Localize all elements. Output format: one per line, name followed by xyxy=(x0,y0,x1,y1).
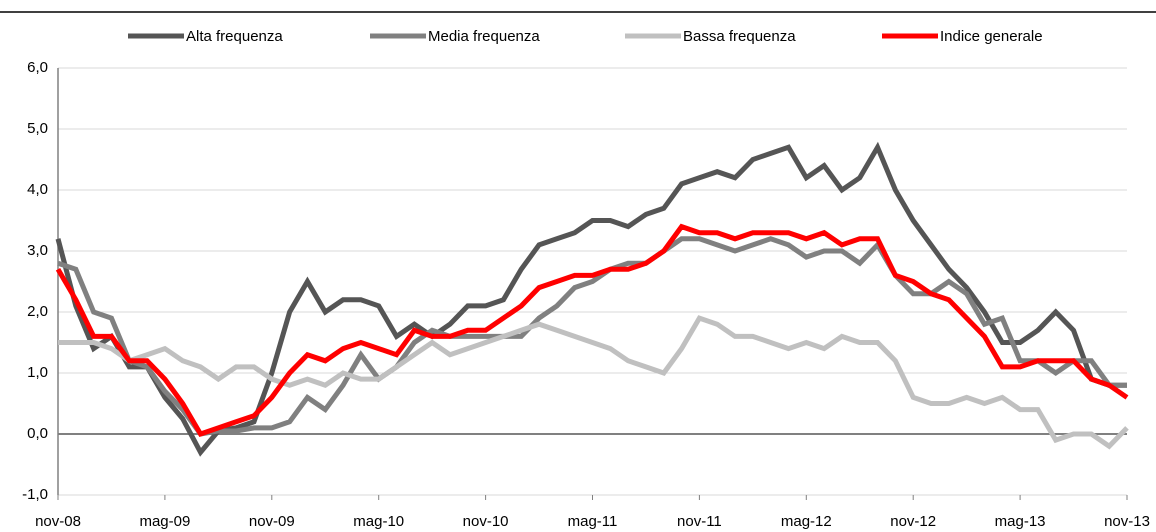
legend-label: Bassa frequenza xyxy=(683,28,796,45)
y-tick-label: 4,0 xyxy=(27,181,48,198)
x-tick-label: nov-09 xyxy=(249,513,295,530)
series-line xyxy=(58,315,1129,450)
x-tick-label: nov-13 xyxy=(1104,513,1150,530)
series-line xyxy=(55,141,1127,457)
y-tick-label: 2,0 xyxy=(27,303,48,320)
y-tick-label: 0,0 xyxy=(27,425,48,442)
series-line xyxy=(57,236,1127,437)
x-tick-label: nov-10 xyxy=(463,513,509,530)
x-tick-label: mag-09 xyxy=(139,513,190,530)
y-tick-label: 1,0 xyxy=(27,364,48,381)
x-tick-label: mag-11 xyxy=(568,513,618,530)
x-tick-label: mag-13 xyxy=(995,513,1046,530)
y-tick-label: -1,0 xyxy=(22,486,48,503)
x-tick-label: nov-08 xyxy=(35,513,81,530)
y-tick-label: 6,0 xyxy=(27,59,48,76)
x-tick-label: mag-10 xyxy=(353,513,404,530)
legend-label: Indice generale xyxy=(940,28,1043,45)
y-tick-label: 5,0 xyxy=(27,120,48,137)
x-tick-label: nov-11 xyxy=(677,513,722,530)
series-line xyxy=(55,223,1129,438)
legend-label: Alta frequenza xyxy=(186,28,283,45)
legend-label: Media frequenza xyxy=(428,28,540,45)
x-tick-label: mag-12 xyxy=(781,513,832,530)
x-tick-label: nov-12 xyxy=(890,513,936,530)
y-tick-label: 3,0 xyxy=(27,242,48,259)
